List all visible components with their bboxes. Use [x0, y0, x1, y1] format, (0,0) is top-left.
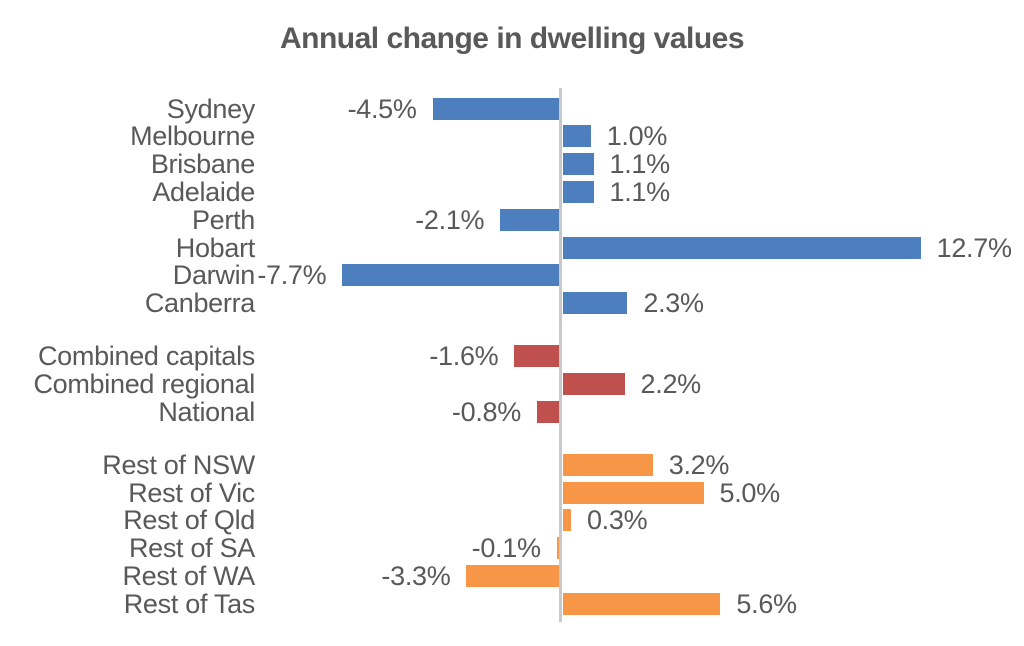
value-label: -7.7%	[257, 260, 327, 291]
bar	[500, 208, 560, 231]
category-label: Canberra	[144, 288, 255, 319]
value-label: -4.5%	[347, 93, 417, 124]
value-label: -3.3%	[381, 560, 451, 591]
category-label: Rest of Vic	[128, 477, 255, 508]
value-label: 1.1%	[609, 176, 671, 207]
category-label: Rest of NSW	[102, 449, 255, 480]
bar	[562, 236, 921, 259]
value-label: 5.6%	[736, 588, 797, 619]
category-label: Darwin	[172, 260, 256, 291]
bar	[562, 481, 704, 504]
bar	[562, 180, 594, 203]
category-label: Combined regional	[33, 368, 255, 399]
bar	[556, 537, 560, 560]
value-label: 12.7%	[936, 232, 1012, 263]
bar	[562, 292, 628, 315]
value-label: 0.3%	[586, 505, 648, 536]
value-label: -0.8%	[451, 396, 521, 427]
category-label: Rest of SA	[128, 533, 255, 564]
value-label: -2.1%	[415, 204, 485, 235]
value-label: 1.1%	[609, 149, 671, 180]
bar	[562, 509, 571, 532]
category-label: Brisbane	[150, 149, 255, 180]
category-label: Perth	[191, 204, 255, 235]
value-label: -1.6%	[429, 341, 499, 372]
value-label: -0.1%	[471, 533, 541, 564]
bar	[562, 592, 721, 615]
bar	[514, 345, 560, 368]
category-label: Rest of WA	[122, 560, 255, 591]
bar	[536, 400, 560, 423]
category-label: Hobart	[175, 232, 256, 263]
category-label: Rest of Qld	[123, 505, 255, 536]
bar	[466, 564, 560, 587]
bar	[562, 125, 591, 148]
value-label: 3.2%	[668, 449, 730, 480]
chart-title: Annual change in dwelling values	[279, 22, 745, 55]
bar	[432, 97, 560, 120]
bar	[562, 453, 653, 476]
value-label: 5.0%	[719, 477, 781, 508]
category-label: National	[158, 396, 255, 427]
category-label: Combined capitals	[37, 341, 255, 372]
bar	[562, 372, 625, 395]
bar	[342, 264, 560, 287]
value-label: 1.0%	[606, 121, 668, 152]
value-label: 2.3%	[643, 288, 704, 319]
value-label: 2.2%	[640, 368, 702, 399]
category-label: Melbourne	[130, 121, 255, 152]
category-label: Sydney	[166, 93, 256, 124]
bar	[562, 153, 594, 176]
category-label: Adelaide	[152, 176, 255, 207]
category-label: Rest of Tas	[123, 588, 256, 619]
zero-axis-line	[559, 88, 562, 622]
